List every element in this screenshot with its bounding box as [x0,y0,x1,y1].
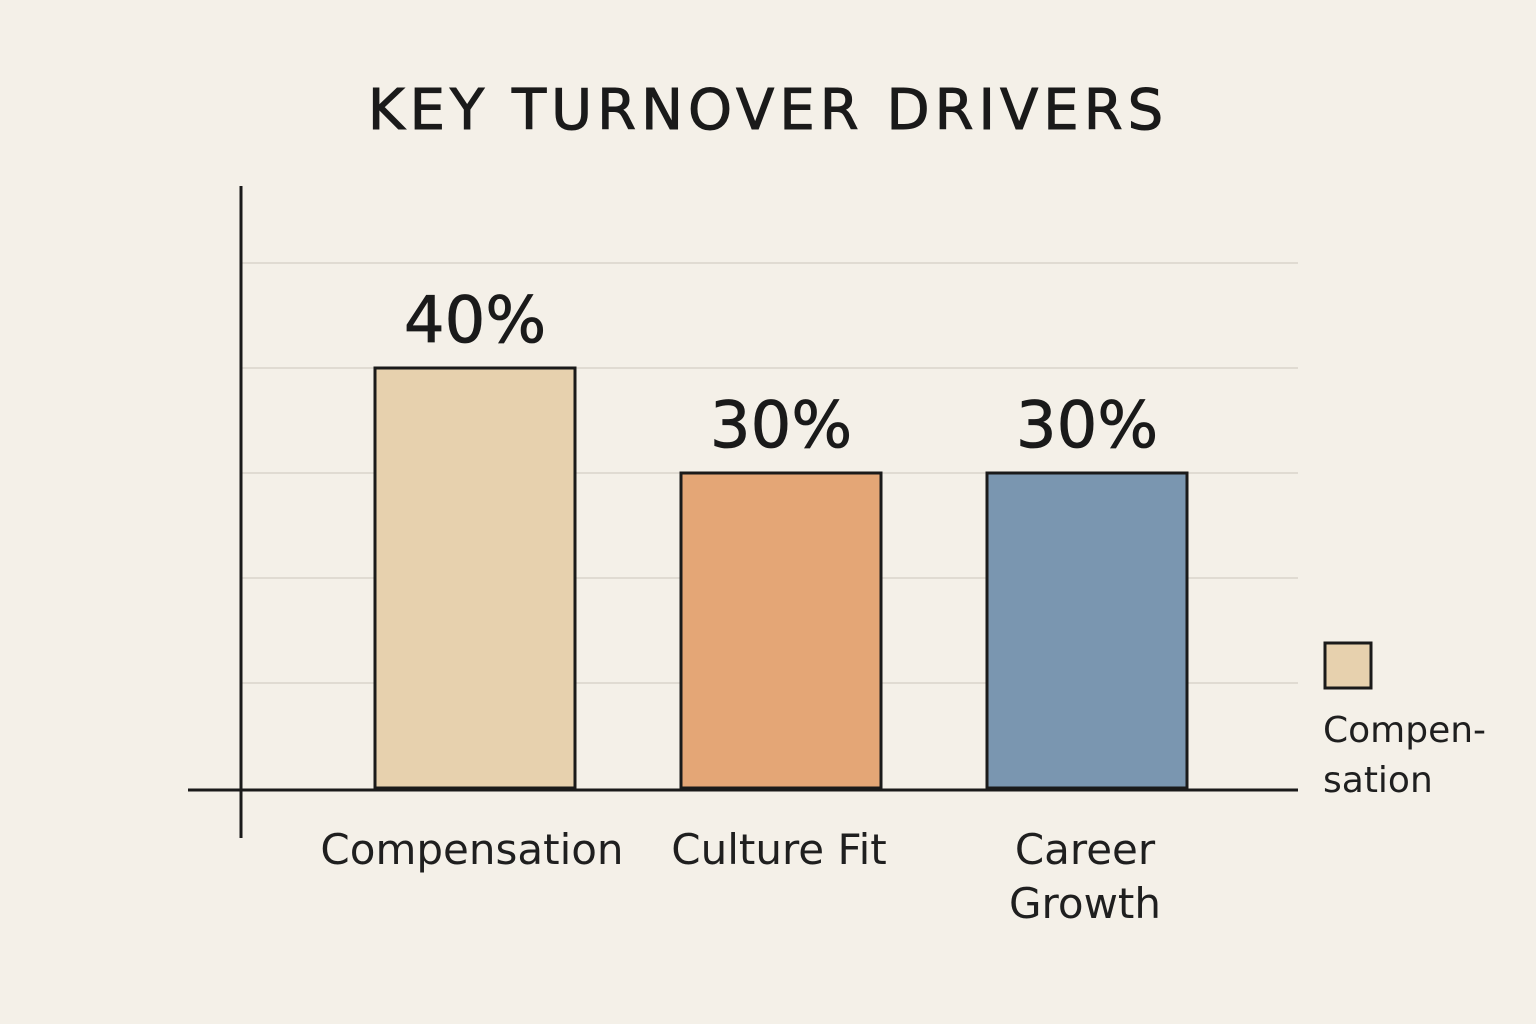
category-labels: Compensation Culture Fit Career Growth [320,825,1161,928]
legend-swatch [1323,641,1373,690]
category-label: Culture Fit [671,825,886,874]
legend-label: sation [1323,760,1433,801]
bar-value-label: 30% [1016,389,1158,463]
bar-value-label: 40% [404,284,546,358]
bars [373,366,1189,790]
bar [985,471,1189,790]
bar [373,366,577,790]
axes [188,186,1298,838]
value-labels: 40% 30% 30% [403,284,1158,464]
legend: Compen-sation [1323,641,1486,801]
bar [679,471,883,790]
category-label: Compensation [320,825,623,874]
category-label: Career [1015,825,1156,874]
category-label: Growth [1009,879,1161,928]
chart-title: KEY TURNOVER DRIVERS [367,78,1169,144]
legend-label: Compen- [1323,710,1486,751]
bar-value-label: 30% [710,389,852,463]
